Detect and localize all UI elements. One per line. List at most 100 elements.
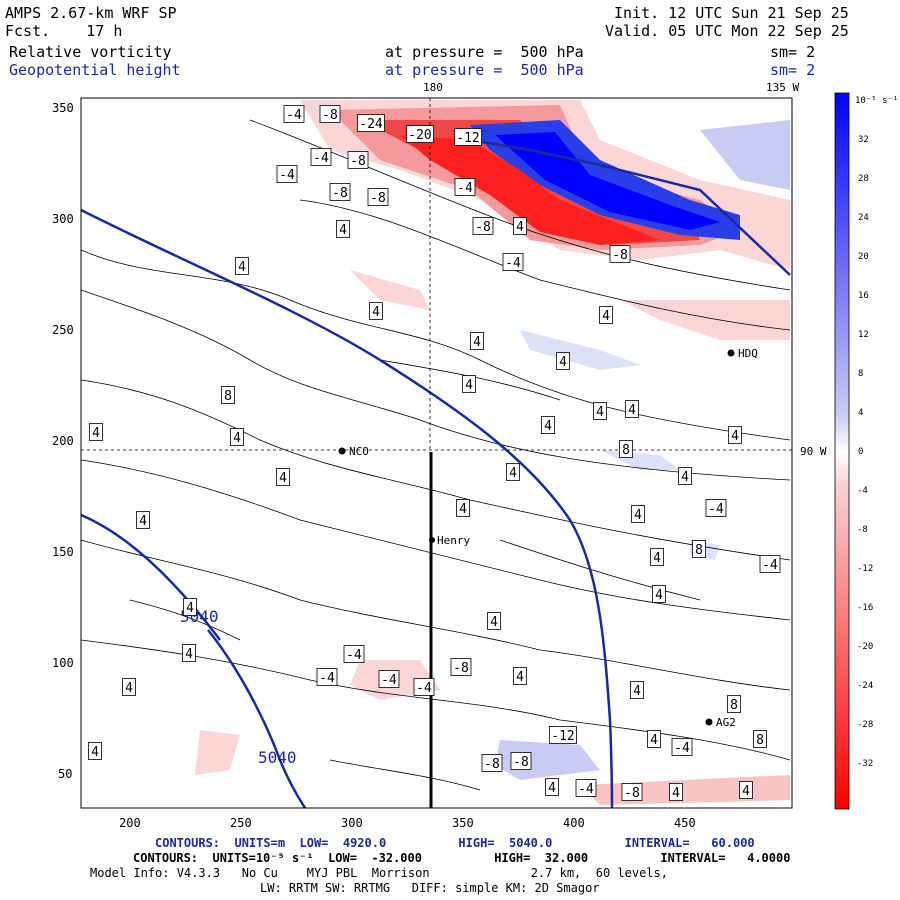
colorbar-tick-label: 28 xyxy=(858,174,869,184)
footer-line2: CONTOURS: UNITS=10⁻⁵ s⁻¹ LOW= -32.000 HI… xyxy=(133,851,791,865)
svg-text:4: 4 xyxy=(681,470,689,485)
svg-text:4: 4 xyxy=(544,419,552,434)
vorticity-contour-label: 4 xyxy=(470,332,484,350)
svg-text:-8: -8 xyxy=(370,191,386,206)
vorticity-contour-label: -4 xyxy=(316,668,338,686)
vorticity-contour-label: 4 xyxy=(631,505,645,523)
svg-text:4: 4 xyxy=(465,378,473,393)
vorticity-contour-label: 4 xyxy=(182,644,196,662)
colorbar-unit: 10⁻⁵ s⁻¹ xyxy=(855,96,898,106)
colorbar-tick-label: 20 xyxy=(858,252,869,262)
vorticity-label-group: -4 -8 -24 -20 -12 -4 -8 -4 -8 -8 -4 -8 4 4 -4 -8 4 4 4 4 4 4 8… xyxy=(88,105,781,801)
model-title: AMPS 2.67-km WRF SP xyxy=(5,4,177,22)
field2-name: Geopotential height xyxy=(9,61,181,79)
vorticity-contour-label: 4 xyxy=(678,467,692,485)
colorbar-tick-label: -16 xyxy=(857,603,873,613)
footer-line4: LW: RRTM SW: RRTMG DIFF: simple KM: 2D S… xyxy=(260,881,600,895)
y-axis: 350 300 250 200 150 100 50 xyxy=(52,101,74,781)
svg-text:-24: -24 xyxy=(359,117,383,132)
forecast-label: Fcst. 17 h xyxy=(5,22,122,40)
x-tick-200: 200 xyxy=(119,816,141,830)
svg-text:4: 4 xyxy=(602,309,610,324)
vorticity-contour-label: -4 xyxy=(276,165,298,183)
svg-text:4: 4 xyxy=(459,502,467,517)
svg-text:-8: -8 xyxy=(332,186,348,201)
svg-text:8: 8 xyxy=(756,733,764,748)
fcst-value: 17 h xyxy=(86,22,123,40)
x-tick-350: 350 xyxy=(452,816,474,830)
svg-text:4: 4 xyxy=(186,601,194,616)
svg-text:-4: -4 xyxy=(346,648,362,663)
colorbar-tick-label: -12 xyxy=(857,564,873,574)
svg-text:4: 4 xyxy=(559,355,567,370)
vorticity-contour-label: 4 xyxy=(276,468,290,486)
vorticity-contour-label: 8 xyxy=(727,695,741,713)
svg-text:4: 4 xyxy=(516,220,524,235)
x-tick-400: 400 xyxy=(563,816,585,830)
vorticity-contour-label: -4 xyxy=(705,499,727,517)
y-tick-150: 150 xyxy=(52,545,74,559)
svg-text:4: 4 xyxy=(596,405,604,420)
pressure1: at pressure = 500 hPa xyxy=(385,43,584,61)
colorbar-tick-label: -20 xyxy=(857,642,873,652)
x-tick-300: 300 xyxy=(341,816,363,830)
colorbar-tick-label: 8 xyxy=(858,369,863,379)
svg-text:-12: -12 xyxy=(551,729,574,744)
vorticity-contour-label: 4 xyxy=(593,402,607,420)
vorticity-contour-label: -8 xyxy=(319,105,341,123)
vorticity-contour-label: 4 xyxy=(369,302,383,320)
vorticity-contour-label: 8 xyxy=(221,386,235,404)
vorticity-contour-label: 4 xyxy=(122,678,136,696)
vorticity-contour-label: 4 xyxy=(556,352,570,370)
vorticity-contour-label: 4 xyxy=(599,306,613,324)
svg-text:-4: -4 xyxy=(416,681,432,696)
y-tick-300: 300 xyxy=(52,212,74,226)
svg-text:4: 4 xyxy=(731,429,739,444)
vorticity-contour-label: -4 xyxy=(413,678,435,696)
svg-text:4: 4 xyxy=(125,681,133,696)
svg-text:4: 4 xyxy=(650,733,658,748)
svg-text:4: 4 xyxy=(653,551,661,566)
vorticity-contour-label: -8 xyxy=(481,754,503,772)
svg-text:4: 4 xyxy=(185,647,193,662)
vorticity-contour-label: -8 xyxy=(472,217,494,235)
x-tick-250: 250 xyxy=(230,816,252,830)
svg-text:4: 4 xyxy=(92,426,100,441)
colorbar-tick-label: -32 xyxy=(857,759,873,769)
svg-text:8: 8 xyxy=(695,543,703,558)
svg-text:8: 8 xyxy=(730,698,738,713)
svg-text:-4: -4 xyxy=(708,502,724,517)
svg-text:4: 4 xyxy=(516,670,524,685)
vorticity-contour-label: -4 xyxy=(671,738,693,756)
colorbar-tick-label: 16 xyxy=(858,291,869,301)
vorticity-contour-label: 4 xyxy=(728,426,742,444)
plot-frame xyxy=(80,97,793,809)
svg-text:-4: -4 xyxy=(381,673,397,688)
svg-text:4: 4 xyxy=(91,745,99,760)
label-90w: 90 W xyxy=(800,445,827,458)
svg-text:4: 4 xyxy=(139,514,147,529)
vorticity-contour-label: 4 xyxy=(235,257,249,275)
vorticity-contour-label: 8 xyxy=(753,730,767,748)
station-henry-marker xyxy=(429,537,435,543)
vorticity-contour-label: 4 xyxy=(541,416,555,434)
vorticity-contour-label: 4 xyxy=(456,499,470,517)
vorticity-contour-label: 4 xyxy=(625,400,639,418)
svg-text:4: 4 xyxy=(233,431,241,446)
vorticity-contour-label: -8 xyxy=(347,151,369,169)
vorticity-contour-label: 4 xyxy=(230,428,244,446)
svg-text:-4: -4 xyxy=(286,108,302,123)
svg-text:-8: -8 xyxy=(484,757,500,772)
vorticity-contour-label: 4 xyxy=(545,778,559,796)
svg-text:4: 4 xyxy=(473,335,481,350)
x-axis: 200 250 300 350 400 450 xyxy=(119,816,696,830)
vorticity-contour-label: -4 xyxy=(759,555,781,573)
svg-text:4: 4 xyxy=(372,305,380,320)
vorticity-contour-label: 4 xyxy=(652,585,666,603)
smoothing2: sm= 2 xyxy=(770,61,816,79)
vorticity-contour-label: 4 xyxy=(513,217,527,235)
colorbar-tick-label: -8 xyxy=(857,525,868,535)
y-tick-50: 50 xyxy=(58,767,72,781)
colorbar-tick-label: -28 xyxy=(857,720,873,730)
svg-text:4: 4 xyxy=(339,223,347,238)
